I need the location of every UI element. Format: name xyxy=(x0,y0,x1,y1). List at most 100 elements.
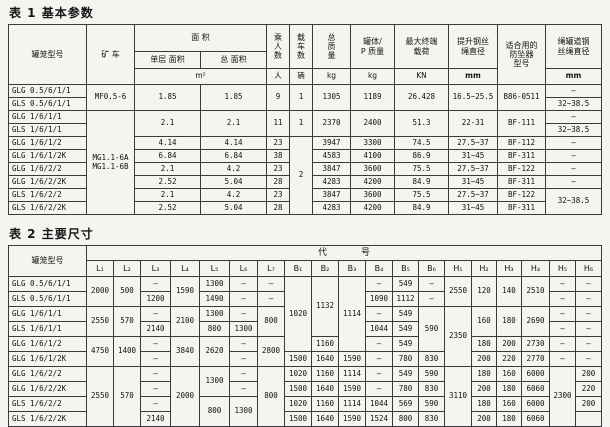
row-model-cell: GLS 1/6/2/2K xyxy=(8,201,87,215)
table2-body-cell: 2510 xyxy=(521,276,550,307)
table1-body-cell: 23 xyxy=(266,136,290,150)
table2-body-cell: 1044 xyxy=(365,396,393,412)
table1-body-cell: MG1.1-6A MG1.1-6B xyxy=(86,110,135,215)
col-header-L7: L₇ xyxy=(257,260,285,277)
col-header-B1: B₁ xyxy=(284,260,312,277)
unit-m2: m² xyxy=(134,68,267,85)
table2-body-cell: 1112 xyxy=(392,291,419,307)
table1-body-cell: 4100 xyxy=(350,149,395,163)
table1-body-cell: — xyxy=(545,84,602,98)
table2-body-cell: 1524 xyxy=(365,411,393,427)
table2-body-cell: 2350 xyxy=(444,306,472,367)
table2-body-cell: 200 xyxy=(496,336,522,352)
table2-body-cell: — xyxy=(549,321,576,337)
table1-body-cell: 23 xyxy=(266,162,290,176)
table1-body-cell: 1.85 xyxy=(134,84,201,111)
table2-body-cell: — xyxy=(575,351,602,367)
col-header-L1: L₁ xyxy=(86,260,114,277)
table2-body-cell: 549 xyxy=(392,306,419,322)
table2-body-cell: 590 xyxy=(418,306,445,352)
row-model-cell: GLG 0.5/6/1/1 xyxy=(8,276,87,292)
table2-body-cell: 1640 xyxy=(311,411,339,427)
table2-body-cell: 830 xyxy=(418,381,445,397)
table2-body-cell: 1300 xyxy=(229,396,258,427)
table2-body-cell: — xyxy=(575,291,602,307)
table1-body-cell: 32~38.5 xyxy=(545,188,602,215)
col-header-H6: H₆ xyxy=(575,260,602,277)
table1-body-cell: 2.52 xyxy=(134,175,201,189)
table2-body-cell: 2620 xyxy=(199,336,230,367)
table1-body-cell: 31~45 xyxy=(448,149,498,163)
table2-body-cell: 1090 xyxy=(365,291,393,307)
table2-body-cell: 2550 xyxy=(86,306,114,337)
table2-body-cell: 3110 xyxy=(444,366,472,427)
table2-body-cell: — xyxy=(140,396,171,412)
col-header-L4: L₄ xyxy=(170,260,200,277)
table1-body-cell: — xyxy=(545,136,602,150)
table1-body-row: GLS 1/6/2/2K 2.52 5.04 28 4283 4200 84.9 31~45 B… xyxy=(8,201,602,215)
table2-body-cell: 180 xyxy=(496,411,522,427)
col-header-H4: H₄ xyxy=(521,260,550,277)
col-header-car-count: 载 车 数 xyxy=(289,24,313,69)
table2-body-cell: — xyxy=(140,276,171,292)
table1-body-cell: 31~45 xyxy=(448,201,498,215)
table1-body-cell: 51.3 xyxy=(394,110,449,137)
table2-body-cell: 1114 xyxy=(338,396,366,412)
col-header-B3: B₃ xyxy=(338,260,366,277)
table2-body-cell: 1132 xyxy=(311,276,339,337)
table1-body-cell: 4283 xyxy=(312,201,351,215)
table1-body-cell: 32~38.5 xyxy=(545,97,602,111)
table1-body-cell: 4200 xyxy=(350,175,395,189)
table1-body-cell: 4283 xyxy=(312,175,351,189)
table2-body-cell: 590 xyxy=(418,396,445,412)
table2-body-cell: 180 xyxy=(496,381,522,397)
table2-body-cell: 800 xyxy=(257,366,285,427)
table2-body-cell: 6000 xyxy=(521,396,550,412)
table2-body-cell: — xyxy=(140,306,171,322)
table1-body-cell: — xyxy=(545,149,602,163)
table2-body-cell: — xyxy=(549,336,576,352)
table2-body-cell: 1020 xyxy=(284,396,312,412)
table1-body-cell: 22-31 xyxy=(448,110,498,137)
table2-body-cell: 220 xyxy=(575,381,602,397)
row-model-cell: GLG 1/6/2/2K xyxy=(8,381,87,397)
table2-body-cell: 1114 xyxy=(338,366,366,382)
table2-body-cell: 1200 xyxy=(140,291,171,307)
table2-body-cell: 180 xyxy=(471,366,497,382)
table2-body-cell: 1640 xyxy=(311,381,339,397)
table2-body-cell: — xyxy=(140,366,171,382)
unit-vehicle: 辆 xyxy=(289,68,313,85)
table2-body-cell: — xyxy=(140,336,171,352)
row-model-cell: GLG 1/6/1/2K xyxy=(8,149,87,163)
table2-body-cell: 200 xyxy=(471,411,497,427)
col-header-total-mass: 总 质 量 xyxy=(312,24,351,69)
col-header-mine-car: 矿 车 xyxy=(86,24,135,85)
table1-body-row: GLG 1/6/1/1 MG1.1-6A MG1.1-6B 2.1 2.1 11 1 237… xyxy=(8,110,602,215)
table2-body-cell: 1044 xyxy=(365,321,393,337)
table1-body-cell: 4200 xyxy=(350,201,395,215)
table2-body-cell: 160 xyxy=(496,366,522,382)
table1-body-cell: 5.04 xyxy=(200,175,267,189)
table2-body-cell xyxy=(575,411,602,427)
table2-body-cell: — xyxy=(229,381,258,397)
table2-body-row: GLG 1/6/1/2 4750 1400—3840 2620—2800 1160—54… xyxy=(8,336,602,367)
table1-body-cell: 1305 xyxy=(312,84,351,111)
table1-body-cell: 1 xyxy=(289,84,313,111)
table1-body-cell: 5.04 xyxy=(200,201,267,215)
table1-body-cell: 1.85 xyxy=(200,84,267,111)
table2-body-cell: 1590 xyxy=(170,276,200,307)
row-model-cell: GLG 1/6/1/1 xyxy=(8,110,87,124)
table2-body-cell: 1160 xyxy=(311,336,339,352)
table1-body-cell: 3600 xyxy=(350,162,395,176)
table1-body-cell: 1 xyxy=(289,110,313,137)
table1-body-row: GLG 1/6/2/2K 2.52 5.04 28 4283 4200 84.9 31~45 B… xyxy=(8,175,602,189)
table1-body-cell: 4.2 xyxy=(200,188,267,202)
table2-body-cell: 569 xyxy=(392,396,419,412)
table2-body-cell: 780 xyxy=(392,351,419,367)
table2-body-cell: — xyxy=(257,276,285,292)
unit-person: 人 xyxy=(266,68,290,85)
table2-body-cell: 200 xyxy=(471,351,497,367)
col-header-arrester-model: 适合用的 防坠器 型号 xyxy=(497,24,546,85)
row-model-cell: GLG 1/6/2/2 xyxy=(8,162,87,176)
row-model-cell: GLS 1/6/1/1 xyxy=(8,321,87,337)
